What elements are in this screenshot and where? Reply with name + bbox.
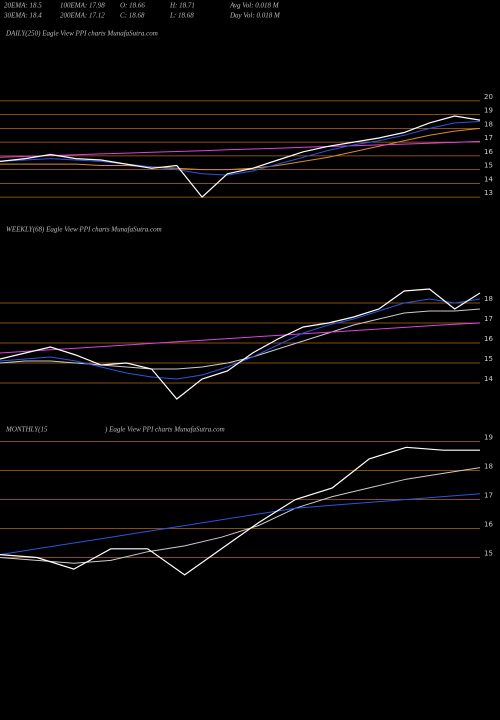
header-stat: 200EMA: 17.12: [60, 12, 105, 20]
y-tick-label: 17: [484, 134, 493, 142]
y-tick-label: 19: [484, 434, 493, 442]
panel-title: DAILY(250) Eagle View PPI charts MunafaS…: [5, 30, 158, 38]
y-tick-label: 16: [484, 521, 493, 529]
price-line: [0, 140, 481, 158]
y-tick-label: 15: [484, 162, 493, 170]
price-line: [0, 121, 481, 176]
panel-title: ) Eagle View PPI charts MunafaSutra.com: [104, 426, 225, 434]
header-stat: L: 18.68: [169, 12, 194, 20]
y-tick-label: 19: [484, 107, 493, 115]
y-tick-label: 14: [484, 375, 493, 383]
panel-title: WEEKLY(68) Eagle View PPI charts MunafaS…: [6, 226, 162, 234]
y-tick-label: 18: [484, 120, 493, 128]
header-stat: Day Vol: 0.018 M: [229, 12, 281, 20]
header-stat: Avg Vol: 0.018 M: [229, 2, 280, 10]
header-stat: C: 18.68: [120, 12, 145, 20]
header-stat: 100EMA: 17.98: [60, 2, 105, 10]
y-tick-label: 16: [484, 335, 493, 343]
header-stat: H: 18.71: [169, 2, 195, 10]
y-tick-label: 15: [484, 355, 493, 363]
header-stat: 20EMA: 18.5: [4, 2, 42, 10]
header-stat: 30EMA: 18.4: [3, 12, 42, 20]
price-line: [0, 308, 481, 370]
y-tick-label: 18: [484, 463, 493, 471]
y-tick-label: 14: [484, 175, 493, 183]
y-tick-label: 13: [484, 189, 493, 197]
y-tick-label: 18: [484, 295, 493, 303]
price-line: [0, 322, 481, 354]
price-line: [0, 288, 481, 400]
y-tick-label: 17: [484, 315, 493, 323]
price-line: [0, 127, 481, 171]
price-line: [0, 115, 481, 198]
price-line: [0, 493, 481, 556]
header-stat: O: 18.66: [120, 2, 145, 10]
price-line: [0, 446, 480, 576]
y-tick-label: 15: [484, 550, 493, 558]
price-line: [0, 467, 481, 564]
y-tick-label: 17: [484, 492, 493, 500]
y-tick-label: 20: [484, 93, 493, 101]
panel-title: MONTHLY(15: [5, 426, 48, 434]
y-tick-label: 16: [484, 148, 493, 156]
